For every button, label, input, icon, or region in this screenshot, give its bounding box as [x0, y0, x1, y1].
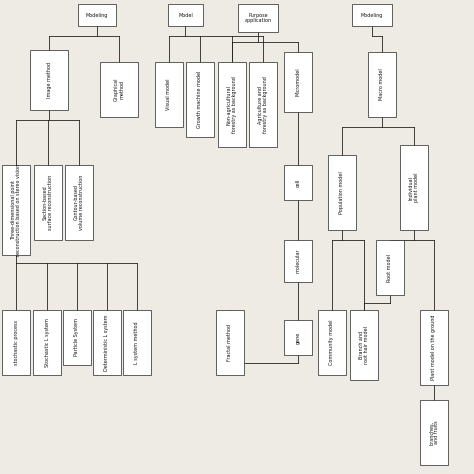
- Bar: [78, 4, 116, 26]
- Bar: [368, 52, 396, 117]
- Bar: [123, 310, 151, 375]
- Bar: [30, 50, 68, 110]
- Bar: [350, 310, 378, 380]
- Bar: [218, 62, 246, 147]
- Text: Plant model on the ground: Plant model on the ground: [431, 315, 437, 380]
- Text: Growth machine model: Growth machine model: [198, 71, 202, 128]
- Text: cell: cell: [295, 178, 301, 187]
- Text: Non-agricultural
forestry as background: Non-agricultural forestry as background: [227, 76, 237, 133]
- Text: branches,
and fruits: branches, and fruits: [429, 420, 439, 445]
- Text: Modeling: Modeling: [86, 12, 108, 18]
- Bar: [352, 4, 392, 26]
- Bar: [420, 310, 448, 385]
- Text: Macro model: Macro model: [380, 69, 384, 100]
- Bar: [186, 62, 214, 137]
- Bar: [284, 52, 312, 112]
- Text: Branch and
root hair model: Branch and root hair model: [359, 326, 369, 364]
- Text: Graphical
method: Graphical method: [114, 78, 124, 101]
- Bar: [284, 240, 312, 282]
- Bar: [93, 310, 121, 375]
- Text: Fractal method: Fractal method: [228, 324, 233, 361]
- Bar: [168, 4, 203, 26]
- Bar: [34, 165, 62, 240]
- Text: Agriculture and
forestry as background: Agriculture and forestry as background: [258, 76, 268, 133]
- Bar: [400, 145, 428, 230]
- Bar: [284, 165, 312, 200]
- Bar: [155, 62, 183, 127]
- Text: Deterministic L system: Deterministic L system: [104, 314, 109, 371]
- Text: molecular: molecular: [295, 249, 301, 273]
- Text: gene: gene: [295, 331, 301, 344]
- Bar: [318, 310, 346, 375]
- Bar: [238, 4, 278, 32]
- Bar: [216, 310, 244, 375]
- Bar: [100, 62, 138, 117]
- Text: Three-dimensional point
reconstruction based on stereo vision: Three-dimensional point reconstruction b…: [11, 164, 21, 256]
- Bar: [63, 310, 91, 365]
- Text: stochastic process: stochastic process: [13, 320, 18, 365]
- Text: Root model: Root model: [388, 254, 392, 282]
- Text: Individual
plant model: Individual plant model: [409, 173, 419, 202]
- Text: L system method: L system method: [135, 321, 139, 364]
- Bar: [65, 165, 93, 240]
- Bar: [2, 165, 30, 255]
- Text: Particle System: Particle System: [74, 319, 80, 356]
- Bar: [420, 400, 448, 465]
- Text: Contour-based
volume reconstruction: Contour-based volume reconstruction: [74, 175, 84, 230]
- Bar: [2, 310, 30, 375]
- Bar: [249, 62, 277, 147]
- Text: Section-based
surface reconstruction: Section-based surface reconstruction: [43, 175, 53, 230]
- Text: Modeling: Modeling: [361, 12, 383, 18]
- Bar: [376, 240, 404, 295]
- Text: Population model: Population model: [339, 171, 345, 214]
- Bar: [33, 310, 61, 375]
- Text: Stochastic L system: Stochastic L system: [45, 318, 49, 367]
- Text: Micromodel: Micromodel: [295, 68, 301, 96]
- Bar: [284, 320, 312, 355]
- Bar: [328, 155, 356, 230]
- Text: Purpose
application: Purpose application: [245, 13, 272, 23]
- Text: Model: Model: [178, 12, 193, 18]
- Text: Visual model: Visual model: [166, 79, 172, 110]
- Text: Image method: Image method: [46, 62, 52, 98]
- Text: Community model: Community model: [329, 320, 335, 365]
